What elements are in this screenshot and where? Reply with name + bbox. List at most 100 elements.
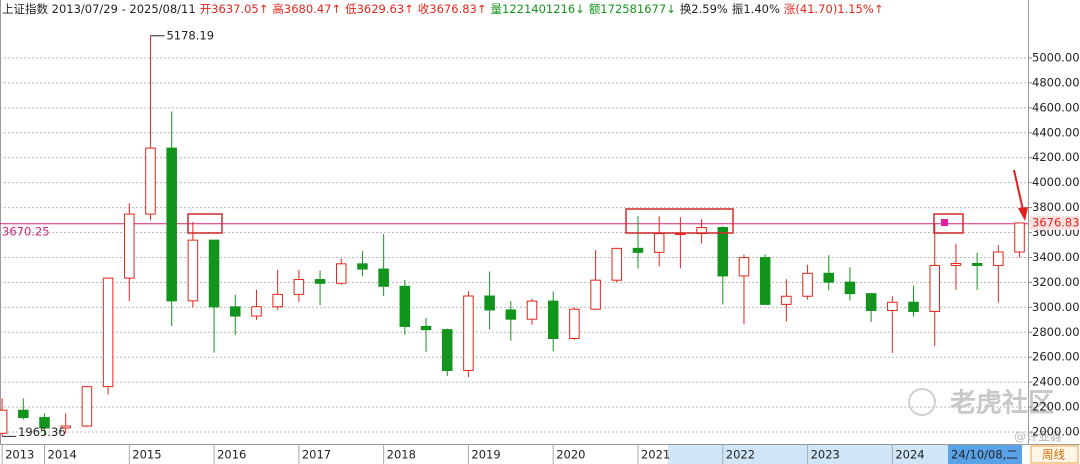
candle-body xyxy=(39,417,50,429)
candle-body xyxy=(18,409,29,419)
candle-body xyxy=(0,409,8,434)
y-tick-label: 4200.00 xyxy=(1032,150,1080,164)
min-label: 1965.36 xyxy=(18,425,66,439)
x-tick-label: 2021 xyxy=(641,448,670,462)
arrow-head xyxy=(1018,207,1028,221)
candle-body xyxy=(335,263,347,284)
candle-body xyxy=(929,264,941,312)
candle-body xyxy=(378,268,389,287)
candle-body xyxy=(441,329,453,371)
x-tick-label: 2013 xyxy=(5,448,34,462)
watermark: 老虎社区 xyxy=(950,388,1054,419)
highlight-box xyxy=(187,213,223,234)
y-tick-label: 3000.00 xyxy=(1032,300,1080,314)
period-box[interactable] xyxy=(1030,445,1079,464)
y-tick-label: 4600.00 xyxy=(1032,100,1080,114)
watermark-author: @许亚鑫 xyxy=(1014,429,1062,444)
x-tick-label: 2016 xyxy=(217,448,246,462)
candle-body xyxy=(357,263,368,270)
stat: 振1.40% xyxy=(731,2,780,16)
candle-body xyxy=(653,233,665,253)
candle-body xyxy=(738,257,750,277)
candle-body xyxy=(314,279,326,284)
candle-body xyxy=(632,247,644,253)
candle-body xyxy=(251,306,262,317)
candle-body xyxy=(865,293,877,311)
logo xyxy=(908,388,936,416)
y-tick-label: 3400.00 xyxy=(1032,250,1080,264)
highlight-box xyxy=(625,208,734,234)
stat: 额172581677↓ xyxy=(588,2,676,16)
candle-body xyxy=(781,295,792,305)
candle-body xyxy=(908,301,919,312)
candle-body xyxy=(293,279,305,295)
y-tick-label: 4800.00 xyxy=(1032,75,1080,89)
x-tick-label: 2020 xyxy=(556,448,585,462)
last-label: 3676.83 xyxy=(1032,215,1080,229)
stat: 低3629.63↑ xyxy=(345,2,414,16)
cursor-box xyxy=(948,445,1022,464)
y-tick-label: 3800.00 xyxy=(1032,200,1080,214)
candle-body xyxy=(569,308,580,340)
candle-body xyxy=(590,279,601,310)
stat: 涨(41.70)1.15%↑ xyxy=(783,2,884,16)
reference-label: 3670.25 xyxy=(2,224,50,238)
candle-body xyxy=(145,147,156,215)
chart-title: 上证指数 2013/07/29 - 2025/08/11 xyxy=(2,2,196,16)
candle-body xyxy=(844,281,856,295)
stat: 换2.59% xyxy=(679,2,728,16)
plot: 3670.25 5178.19 1965.36 xyxy=(0,28,1028,439)
x-tick-label: 2023 xyxy=(811,448,840,462)
y-tick-label: 2200.00 xyxy=(1032,400,1080,414)
candle-body xyxy=(823,272,835,283)
x-tick-label: 2018 xyxy=(387,448,416,462)
stat: 高3680.47↑ xyxy=(272,2,342,16)
last-box xyxy=(1029,215,1079,230)
candle-body xyxy=(124,213,135,279)
candle-body xyxy=(166,147,177,302)
x-tick-label: 2022 xyxy=(726,448,755,462)
cursor-label: 24/10/08,二 xyxy=(951,448,1018,462)
arrow xyxy=(1013,169,1024,211)
candle-body xyxy=(950,262,962,266)
y-tick-label: 3200.00 xyxy=(1032,275,1080,289)
marker xyxy=(941,219,948,226)
x-tick-label: 2019 xyxy=(471,448,500,462)
candle-body xyxy=(208,239,220,308)
candle-body xyxy=(887,301,898,311)
candle-body xyxy=(802,272,813,297)
candle-body xyxy=(81,386,93,427)
candle-body xyxy=(272,293,283,308)
candle-body xyxy=(102,277,114,388)
y-tick-label: 4000.00 xyxy=(1032,175,1080,189)
candle-body xyxy=(420,325,432,331)
y-tick-label: 2400.00 xyxy=(1032,375,1080,389)
x-tick-label: 2017 xyxy=(302,448,331,462)
header: 上证指数 2013/07/29 - 2025/08/11 开3637.05↑ 高36… xyxy=(2,1,887,17)
candle-body xyxy=(399,285,411,327)
y-tick-label: 2000.00 xyxy=(1032,425,1080,439)
highlight-box xyxy=(933,213,964,234)
candle-body xyxy=(505,309,517,320)
candle-body xyxy=(484,295,495,311)
candle-body xyxy=(230,306,241,317)
x-tick-label: 2015 xyxy=(132,448,161,462)
stat: 量1221401216↓ xyxy=(490,2,585,16)
period-label: 周线 xyxy=(1042,448,1065,462)
max-label: 5178.19 xyxy=(166,28,214,42)
candle-body xyxy=(759,257,771,305)
candle-body xyxy=(60,425,71,429)
y-tick-label: 5000.00 xyxy=(1032,50,1080,64)
candle-body xyxy=(463,295,474,371)
candle-body xyxy=(547,300,559,340)
stat: 开3637.05↑ xyxy=(199,2,269,16)
stat: 收3676.83↑ xyxy=(417,2,487,16)
candle-body xyxy=(187,239,199,302)
y-tick-label: 2800.00 xyxy=(1032,325,1080,339)
candle-body xyxy=(717,227,729,277)
candle-body xyxy=(1014,222,1025,253)
x-tick-label: 2024 xyxy=(895,448,924,462)
candle-body xyxy=(971,262,983,266)
